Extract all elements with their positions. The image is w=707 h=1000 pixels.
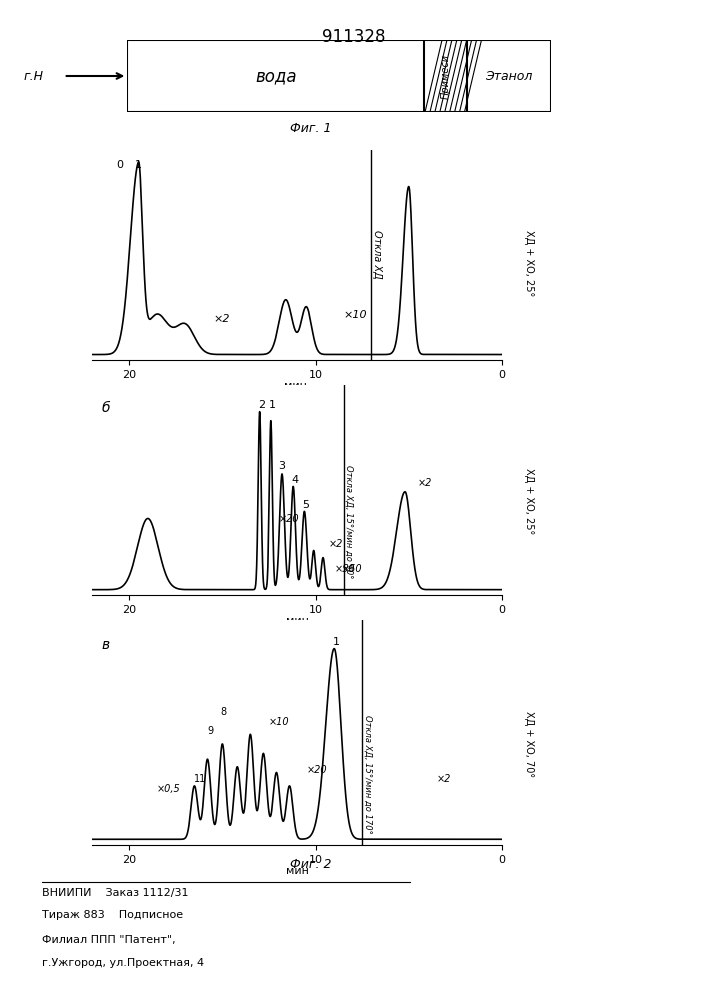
Text: ×50: ×50 — [334, 564, 355, 574]
Text: 8: 8 — [221, 707, 227, 717]
Text: ×10: ×10 — [269, 717, 290, 727]
X-axis label: мин: мин — [286, 616, 308, 626]
Text: Филиал ППП "Патент",: Филиал ППП "Патент", — [42, 935, 176, 945]
Text: г.Ужгород, ул.Проектная, 4: г.Ужгород, ул.Проектная, 4 — [42, 958, 204, 968]
Text: Фиг. 1: Фиг. 1 — [291, 122, 332, 135]
Text: 3: 3 — [279, 461, 286, 471]
X-axis label: мин.: мин. — [284, 381, 310, 391]
Text: ХД + ХО, 70°: ХД + ХО, 70° — [525, 711, 534, 777]
Text: ×0,5: ×0,5 — [157, 784, 181, 794]
Text: 0: 0 — [117, 160, 123, 170]
Text: ×2: ×2 — [329, 539, 343, 549]
Text: в: в — [101, 638, 110, 652]
Text: г.Н: г.Н — [24, 70, 44, 83]
Text: 4: 4 — [291, 475, 298, 485]
Text: ×2: ×2 — [437, 774, 451, 784]
Text: ×50: ×50 — [341, 564, 362, 574]
Text: Этанол: Этанол — [485, 70, 533, 83]
Text: Откла ХД: Откла ХД — [372, 230, 382, 278]
Text: ×20: ×20 — [306, 765, 327, 775]
X-axis label: мин: мин — [286, 866, 308, 876]
Text: 1: 1 — [135, 160, 142, 170]
Text: Фиг. 2: Фиг. 2 — [291, 858, 332, 871]
Text: Тираж 883    Подписное: Тираж 883 Подписное — [42, 910, 184, 920]
Text: Откла ХД, 15°/мин до 90°: Откла ХД, 15°/мин до 90° — [344, 465, 354, 579]
Text: 911328: 911328 — [322, 28, 385, 46]
Text: 1: 1 — [332, 637, 339, 647]
Text: 9: 9 — [207, 726, 214, 736]
Text: ×20: ×20 — [279, 514, 299, 524]
Text: ×2: ×2 — [213, 314, 230, 324]
Text: 1: 1 — [269, 400, 276, 410]
Text: вода: вода — [255, 67, 296, 85]
Text: ×2: ×2 — [418, 478, 433, 488]
Text: 11: 11 — [194, 774, 206, 784]
Text: Откла ХД, 15°/мин до 170°: Откла ХД, 15°/мин до 170° — [363, 715, 373, 834]
Text: ХД + ХО, 25°: ХД + ХО, 25° — [525, 468, 534, 534]
Text: 5: 5 — [303, 500, 310, 510]
Text: Примеси: Примеси — [440, 53, 450, 99]
Text: ВНИИПИ    Заказ 1112/31: ВНИИПИ Заказ 1112/31 — [42, 888, 189, 898]
Text: ХД + ХО, 25°: ХД + ХО, 25° — [525, 230, 534, 296]
Text: 2: 2 — [258, 400, 265, 410]
Text: б: б — [101, 401, 110, 415]
Text: ×10: ×10 — [344, 310, 367, 320]
